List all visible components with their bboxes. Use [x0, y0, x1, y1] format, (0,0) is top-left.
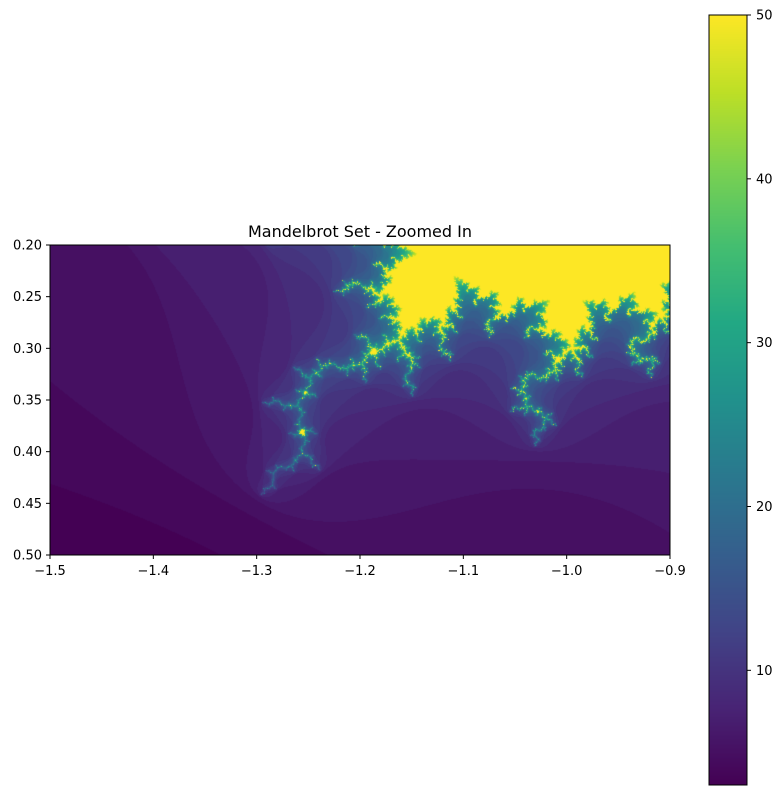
y-tick-label: 0.20 [13, 239, 42, 254]
colorbar-tick-label: 50 [756, 9, 773, 24]
x-tick-label: −1.3 [241, 564, 273, 579]
x-tick-label: −0.9 [654, 564, 686, 579]
plot-area [50, 245, 670, 555]
colorbar-tick-label: 40 [756, 172, 773, 187]
y-tick-label: 0.25 [13, 290, 42, 305]
x-tick-label: −1.2 [344, 564, 376, 579]
x-tick-label: −1.1 [448, 564, 480, 579]
colorbar-axis: 10 20 30 40 50 [747, 9, 773, 679]
chart-title: Mandelbrot Set - Zoomed In [248, 222, 472, 241]
colorbar-tick-label: 20 [756, 500, 773, 515]
x-tick-label: −1.4 [138, 564, 170, 579]
y-tick-label: 0.35 [13, 394, 42, 409]
y-tick-label: 0.40 [13, 445, 42, 460]
colorbar-tick-label: 10 [756, 664, 773, 679]
y-tick-label: 0.30 [13, 342, 42, 357]
x-tick-label: −1.5 [34, 564, 66, 579]
y-axis: 0.20 0.25 0.30 0.35 0.40 0.45 0.50 [13, 239, 50, 564]
colorbar-tick-label: 30 [756, 336, 773, 351]
x-tick-label: −1.0 [551, 564, 583, 579]
x-axis: −1.5 −1.4 −1.3 −1.2 −1.1 −1.0 −0.9 [34, 555, 686, 579]
y-tick-label: 0.45 [13, 497, 42, 512]
y-tick-label: 0.50 [13, 549, 42, 564]
mandelbrot-heatmap [50, 245, 670, 555]
colorbar: 10 20 30 40 50 [709, 9, 773, 786]
colorbar-gradient [709, 15, 747, 785]
